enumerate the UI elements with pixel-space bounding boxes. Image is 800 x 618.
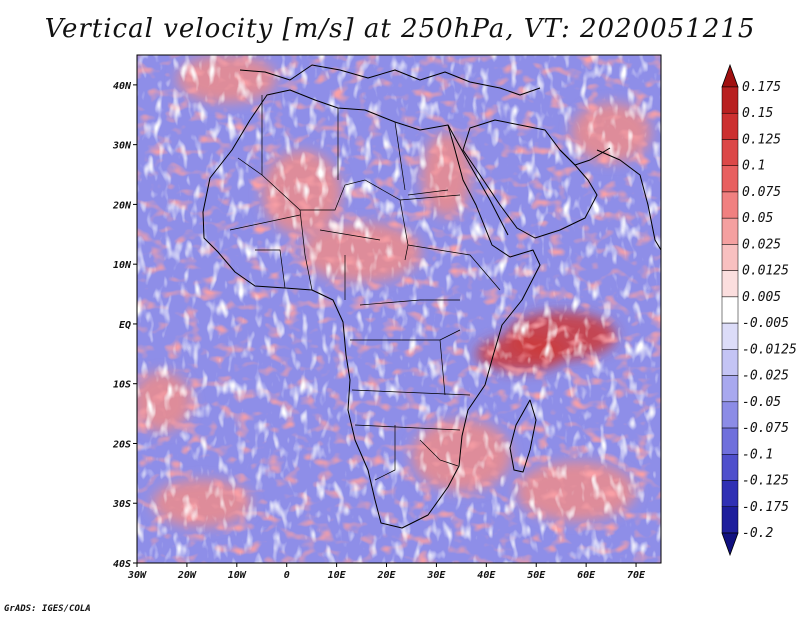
latitude-tick-label: 40S [113, 559, 131, 570]
colorbar-segment [721, 375, 739, 403]
colorbar-label: 0.1 [742, 159, 765, 174]
colorbar-label: -0.0125 [742, 342, 797, 357]
latitude-tick-label: 10S [113, 380, 131, 391]
colorbar-label: -0.025 [742, 369, 789, 384]
colorbar-label: 0.025 [742, 237, 781, 252]
colorbar-segment [721, 401, 739, 429]
latitude-tick-label: 30S [112, 499, 131, 510]
colorbar-label: 0.075 [742, 185, 781, 200]
longitude-tick-label: 30W [127, 570, 147, 581]
longitude-tick-label: 20E [376, 570, 396, 581]
colorbar-segment [721, 480, 739, 508]
map-title: Vertical velocity [m/s] at 250hPa, VT: 2… [44, 14, 756, 44]
colorbar-segment [721, 165, 739, 193]
colorbar-label: -0.175 [742, 500, 789, 515]
latitude-tick-label: 20N [112, 200, 132, 211]
longitude-tick-label: 30E [426, 570, 446, 581]
latitude-tick-label: 40N [113, 81, 132, 92]
colorbar-label: -0.005 [742, 316, 789, 331]
arabia-coastline [462, 119, 598, 239]
colorbar-segment [721, 86, 739, 114]
colorbar-label: 0.05 [742, 211, 773, 226]
longitude-tick-label: 10W [228, 570, 247, 581]
colorbar-segment [721, 454, 739, 481]
europe-coastline [239, 64, 541, 96]
map-frame [136, 54, 662, 564]
field-texture-white [137, 55, 661, 563]
colorbar-label: 0.125 [742, 132, 781, 147]
colorbar-label: -0.1 [742, 447, 773, 462]
country-borders [229, 95, 501, 481]
colorbar: 0.175 0.15 0.125 0.1 0.075 0.05 0.025 0.0125 0.0… [721, 63, 797, 557]
latitude-tick-label: 20S [112, 439, 131, 450]
colorbar-segment [721, 112, 739, 140]
colorbar-label: 0.005 [742, 290, 781, 305]
colorbar-upper-arrow [721, 63, 739, 88]
colorbar-label: -0.2 [742, 526, 773, 541]
madagascar-coastline [509, 399, 537, 473]
longitude-axis: 30W 20W 10W 0 10E 20E 30E 40E 50E 60E 70E [127, 563, 646, 581]
longitude-tick-label: 20W [177, 570, 197, 581]
colorbar-label: -0.075 [742, 421, 789, 436]
grads-credit: GrADS: IGES/COLA [4, 604, 91, 614]
map-field [137, 55, 661, 563]
colorbar-label: 0.15 [742, 106, 773, 121]
colorbar-segment [721, 296, 739, 324]
colorbar-label: -0.05 [742, 395, 781, 410]
latitude-tick-label: EQ [119, 320, 131, 331]
persian-gulf-coastline [559, 147, 611, 166]
south-asia-coastline [596, 149, 661, 251]
colorbar-label: 0.0125 [742, 264, 789, 279]
longitude-tick-label: 50E [527, 570, 546, 581]
colorbar-label: -0.125 [742, 474, 789, 489]
colorbar-lower-arrow [721, 532, 739, 557]
red-sea-outline [447, 124, 509, 236]
colorbar-label: 0.175 [742, 80, 781, 95]
colorbar-segment [721, 244, 739, 271]
colorbar-segment [721, 217, 739, 245]
longitude-tick-label: 70E [627, 570, 646, 581]
colorbar-segment [721, 191, 739, 219]
africa-coastline [202, 89, 541, 529]
longitude-tick-label: 40E [477, 570, 496, 581]
latitude-tick-label: 10N [113, 260, 132, 271]
colorbar-segment [721, 139, 739, 166]
colorbar-segment [721, 349, 739, 376]
latitude-tick-label: 30N [112, 141, 132, 152]
colorbar-segment [721, 427, 739, 455]
colorbar-segment [721, 506, 739, 534]
latitude-axis: 40N 30N 20N 10N EQ 10S 20S 30S 40S [112, 81, 137, 570]
longitude-tick-label: 0 [284, 570, 290, 581]
longitude-tick-label: 10E [328, 570, 347, 581]
colorbar-segment [721, 270, 739, 298]
longitude-tick-label: 60E [577, 570, 596, 581]
coastlines [202, 64, 661, 529]
colorbar-segment [721, 322, 739, 350]
